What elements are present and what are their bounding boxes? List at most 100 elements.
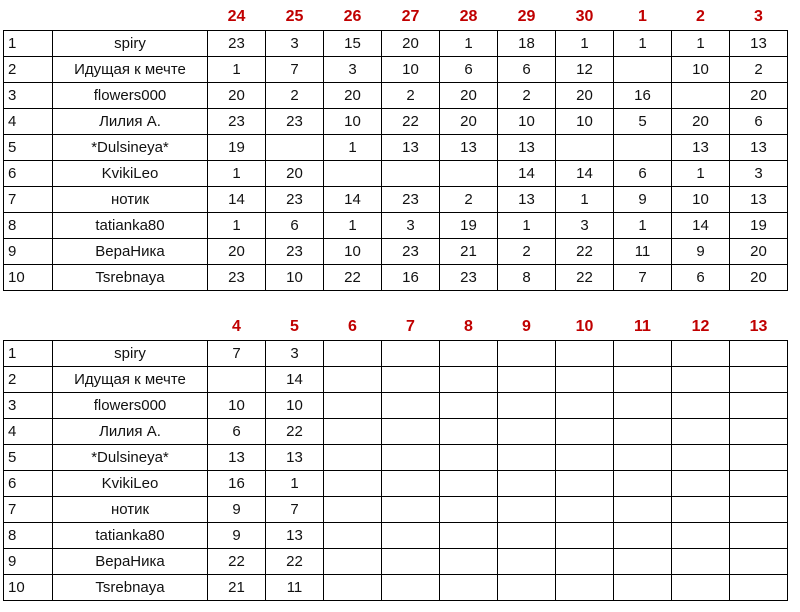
score-cell: 1	[265, 470, 324, 497]
score-cell: 9	[207, 496, 266, 523]
score-cell: 10	[671, 186, 730, 213]
score-cell: 7	[207, 340, 266, 367]
score-cell	[497, 522, 556, 549]
score-cell: 6	[729, 108, 788, 135]
score-cell: 13	[497, 186, 556, 213]
row-number: 10	[3, 264, 53, 291]
score-cell	[381, 574, 440, 601]
table-row: 3 flowers000 20 2 20 2 20 2 20 16 20	[3, 82, 788, 109]
score-cell: 20	[729, 238, 788, 265]
score-cell	[729, 548, 788, 575]
participant-name: Лилия А.	[52, 108, 208, 135]
row-number: 6	[3, 470, 53, 497]
row-number: 5	[3, 134, 53, 161]
score-cell	[381, 392, 440, 419]
score-cell	[497, 574, 556, 601]
table-row: 2 Идущая к мечте 14	[3, 366, 788, 393]
score-cell	[555, 470, 614, 497]
score-cell	[323, 548, 382, 575]
score-cell: 20	[671, 108, 730, 135]
score-cell	[439, 392, 498, 419]
score-cell	[729, 392, 788, 419]
score-cell	[671, 392, 730, 419]
day-header: 7	[406, 317, 415, 335]
score-cell	[497, 366, 556, 393]
score-cell	[729, 444, 788, 471]
score-cell: 14	[207, 186, 266, 213]
score-cell	[497, 340, 556, 367]
score-cell: 14	[555, 160, 614, 187]
participant-name: tatianka80	[52, 522, 208, 549]
score-cell	[439, 340, 498, 367]
score-cell: 13	[671, 134, 730, 161]
score-cell	[497, 496, 556, 523]
score-cell: 1	[497, 212, 556, 239]
table-row: 4 Лилия А. 23 23 10 22 20 10 10 5 20 6	[3, 108, 788, 135]
score-cell: 22	[265, 548, 324, 575]
score-cell: 13	[439, 134, 498, 161]
participant-name: flowers000	[52, 82, 208, 109]
row-number: 2	[3, 366, 53, 393]
day-header: 28	[459, 7, 478, 25]
schedule-table-2: 4 5 6 7 8 9 10 11 12 13 1 spiry 7 3 2 Идущая к мечте 14…	[3, 313, 788, 601]
score-cell: 23	[207, 30, 266, 57]
table-row: 5 *Dulsineya* 19 1 13 13 13 13 13	[3, 134, 788, 161]
score-cell: 3	[265, 340, 324, 367]
score-cell	[439, 496, 498, 523]
score-cell: 22	[381, 108, 440, 135]
score-cell	[613, 548, 672, 575]
participant-name: ВераНика	[52, 238, 208, 265]
score-cell	[439, 548, 498, 575]
score-cell: 22	[207, 548, 266, 575]
score-cell	[555, 392, 614, 419]
day-header: 30	[575, 7, 594, 25]
score-cell: 6	[671, 264, 730, 291]
score-cell: 1	[613, 212, 672, 239]
table-row: 6 KvikiLeo 1 20 14 14 6 1 3	[3, 160, 788, 187]
score-cell	[613, 574, 672, 601]
row-number: 8	[3, 212, 53, 239]
score-cell: 14	[265, 366, 324, 393]
score-cell	[613, 470, 672, 497]
participant-name: нотик	[52, 496, 208, 523]
score-cell: 12	[555, 56, 614, 83]
day-header: 1	[638, 7, 647, 25]
score-cell	[381, 496, 440, 523]
score-cell	[439, 574, 498, 601]
score-cell: 10	[381, 56, 440, 83]
score-cell	[439, 470, 498, 497]
score-cell	[323, 574, 382, 601]
day-header: 2	[696, 7, 705, 25]
score-cell: 6	[439, 56, 498, 83]
score-cell	[381, 366, 440, 393]
score-cell: 1	[439, 30, 498, 57]
score-cell: 10	[671, 56, 730, 83]
participant-name: *Dulsineya*	[52, 444, 208, 471]
table-row: 1 spiry 7 3	[3, 340, 788, 367]
score-cell: 9	[671, 238, 730, 265]
score-cell	[323, 522, 382, 549]
score-cell: 7	[265, 56, 324, 83]
score-cell: 6	[265, 212, 324, 239]
score-cell: 7	[613, 264, 672, 291]
row-number: 7	[3, 186, 53, 213]
score-cell: 13	[265, 522, 324, 549]
score-cell	[497, 418, 556, 445]
score-cell: 21	[439, 238, 498, 265]
score-cell	[381, 522, 440, 549]
score-cell: 3	[729, 160, 788, 187]
score-cell	[671, 574, 730, 601]
score-cell	[555, 548, 614, 575]
score-cell: 20	[439, 82, 498, 109]
score-cell: 21	[207, 574, 266, 601]
day-header: 8	[464, 317, 473, 335]
schedule-table-1: 24 25 26 27 28 29 30 1 2 3 1 spiry 23 3 15 20 1 18 1 1 1 13 2…	[3, 3, 788, 291]
score-cell	[555, 134, 614, 161]
score-cell: 23	[265, 238, 324, 265]
score-cell	[671, 548, 730, 575]
score-cell: 19	[439, 212, 498, 239]
score-cell	[497, 444, 556, 471]
score-cell	[613, 418, 672, 445]
score-cell: 16	[207, 470, 266, 497]
score-cell	[613, 56, 672, 83]
